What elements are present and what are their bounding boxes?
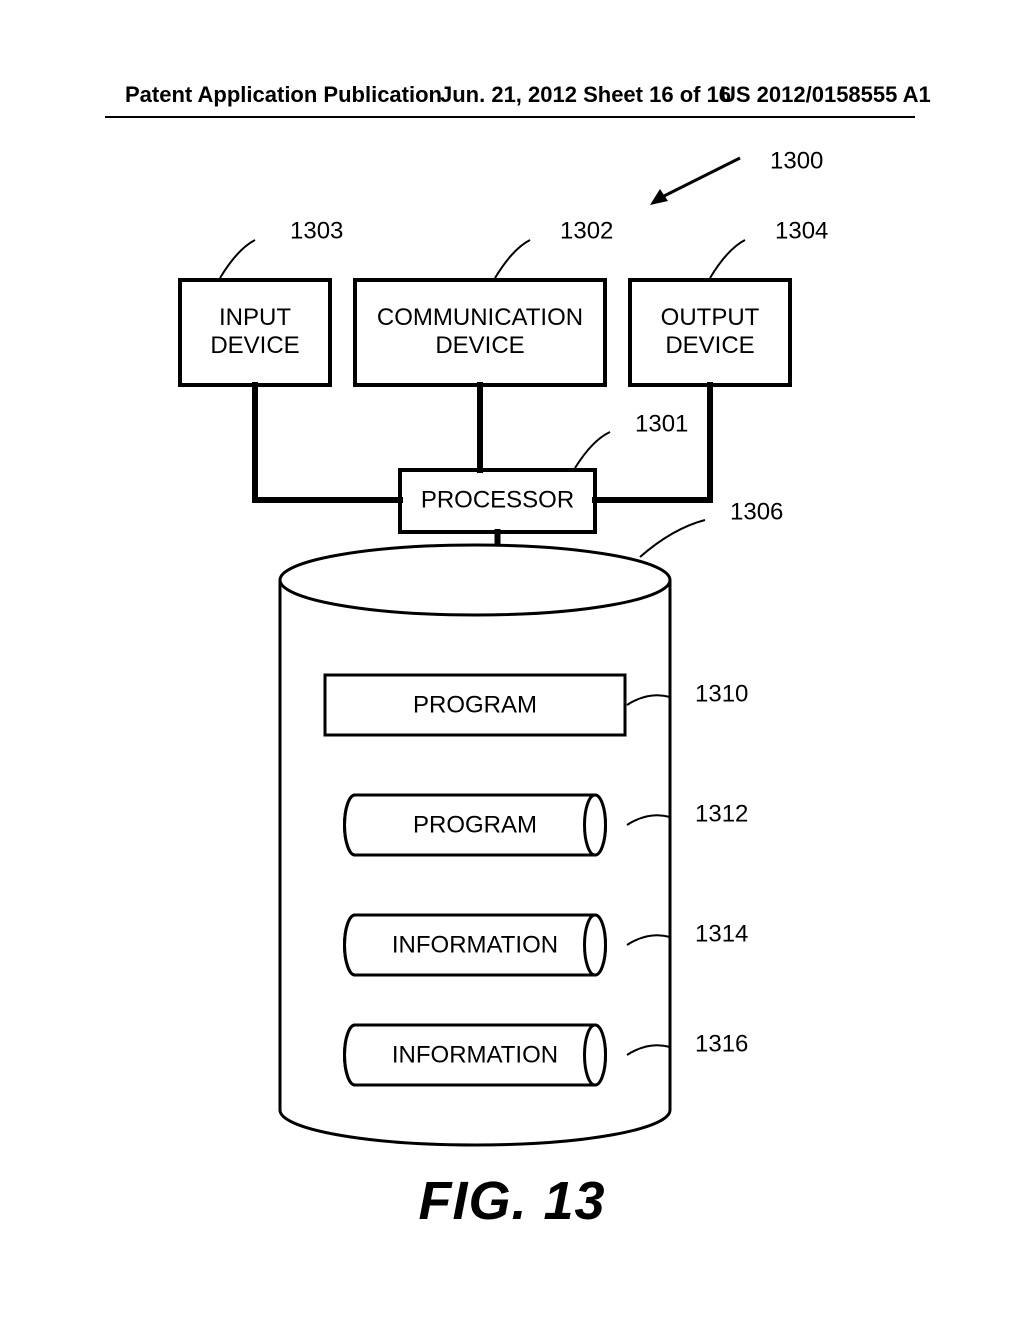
header-right: US 2012/0158555 A1 [720,82,931,108]
svg-text:INFORMATION: INFORMATION [392,1041,558,1068]
svg-text:PROCESSOR: PROCESSOR [421,486,574,513]
svg-text:COMMUNICATION: COMMUNICATION [377,304,583,331]
svg-text:1306: 1306 [730,498,783,525]
svg-text:1310: 1310 [695,680,748,707]
header-center: Jun. 21, 2012 Sheet 16 of 16 [440,82,731,108]
svg-text:1302: 1302 [560,217,613,244]
svg-text:DEVICE: DEVICE [210,332,299,359]
svg-text:1304: 1304 [775,217,828,244]
svg-text:INPUT: INPUT [219,304,291,331]
figure-caption: FIG. 13 [0,1170,1024,1232]
svg-text:1312: 1312 [695,800,748,827]
svg-text:OUTPUT: OUTPUT [661,304,760,331]
block-diagram: INPUTDEVICECOMMUNICATIONDEVICEOUTPUTDEVI… [0,150,1024,1170]
svg-text:PROGRAM: PROGRAM [413,811,537,838]
svg-text:1303: 1303 [290,217,343,244]
svg-text:INFORMATION: INFORMATION [392,931,558,958]
header-left: Patent Application Publication [125,82,442,108]
svg-text:1300: 1300 [770,150,823,174]
svg-text:DEVICE: DEVICE [435,332,524,359]
page: Patent Application Publication Jun. 21, … [0,0,1024,1320]
svg-text:PROGRAM: PROGRAM [413,691,537,718]
svg-text:DEVICE: DEVICE [665,332,754,359]
svg-text:1301: 1301 [635,410,688,437]
header-rule [105,116,915,118]
svg-text:1314: 1314 [695,920,748,947]
svg-text:1316: 1316 [695,1030,748,1057]
